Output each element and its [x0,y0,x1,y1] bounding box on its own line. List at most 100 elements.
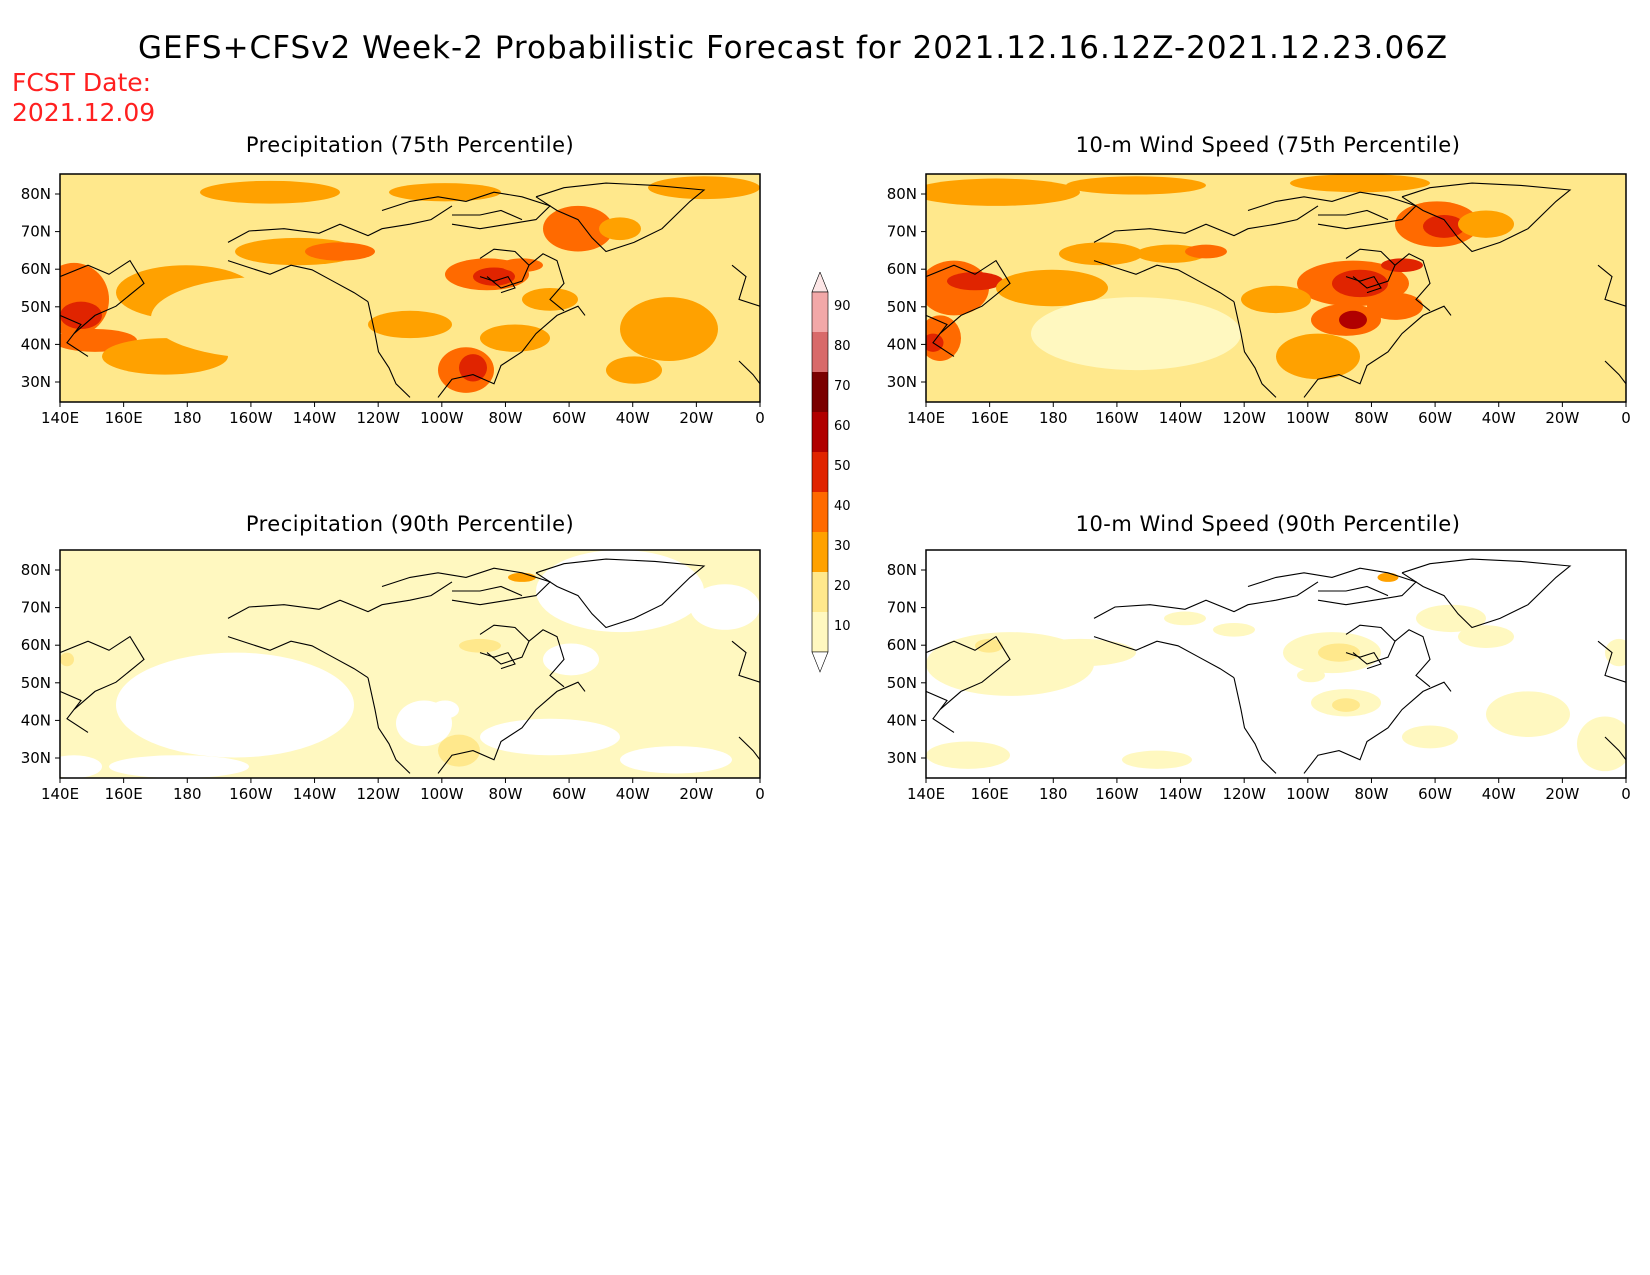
panel-title-precip-75: Precipitation (75th Percentile) [245,133,575,157]
coastline [1394,629,1431,688]
field-contour [389,183,501,202]
lat-label: 70N [887,599,917,617]
page-title: GEFS+CFSv2 Week-2 Probabilistic Forecast… [138,30,1449,66]
lon-label: 40W [616,785,650,803]
lon-label: 60W [1418,785,1452,803]
field-contour [459,354,487,382]
field-contour [996,269,1108,307]
lon-label: 140W [293,785,337,803]
lat-label: 30N [887,749,917,767]
coastline [535,182,706,253]
lon-label: 0 [755,785,765,803]
colorbar-swatch [812,572,828,612]
coastline [1345,275,1382,294]
colorbar: 10 20 30 40 50 60 70 80 90 [811,272,851,673]
coastline [1093,260,1235,303]
lon-label: 20W [679,409,713,427]
coastline [926,690,955,733]
field-contour [606,356,662,384]
field-contour [109,755,249,778]
field-contour [975,638,1003,653]
lon-label: 40W [616,409,650,427]
field-contour [926,178,1080,206]
colorbar-swatch [812,492,828,532]
lon-label: 160W [1095,785,1139,803]
coastline [60,635,145,711]
colorbar-label: 20 [834,579,851,594]
colorbar-swatch [812,452,828,492]
lat-label: 60N [887,260,917,278]
panel-title-wind-90: 10-m Wind Speed (90th Percentile) [1075,512,1461,536]
colorbar-top-arrow [811,272,829,293]
field-contour [151,276,389,359]
colorbar-label: 90 [834,299,851,314]
lon-label: 140E [41,785,79,803]
coastline [1394,253,1431,312]
lat-label: 60N [21,260,51,278]
lat-label: 50N [21,674,51,692]
forecast-date-label: FCST Date: [12,68,152,97]
field-contour [1031,297,1241,371]
lat-label: 60N [21,636,51,654]
coastline [1233,677,1277,774]
coastline [1093,205,1319,243]
field-contour [480,324,550,352]
coastline [479,651,516,670]
lon-label: 160E [105,785,143,803]
coastline [1597,640,1626,683]
lat-label: 30N [887,373,917,391]
lon-label: 100W [420,785,464,803]
coastline [1597,264,1626,307]
field-contour [431,700,459,719]
colorbar-label: 10 [834,619,851,634]
lon-label: 180 [1039,785,1068,803]
lon-label: 20W [1545,785,1579,803]
field-contour [1577,716,1626,772]
lon-label: 160E [105,409,143,427]
coastline [535,558,706,629]
coastline [437,305,586,398]
field-contour [1339,310,1367,330]
colorbar-label: 50 [834,459,851,474]
field-contour [1024,638,1136,667]
colorbar-swatch [812,292,828,332]
lat-label: 40N [887,335,917,353]
field-contour [235,563,347,592]
field-contour [1486,691,1570,737]
lon-label: 140W [293,409,337,427]
field-contour [1213,622,1255,637]
coastline [738,736,760,761]
coastline [60,690,89,733]
coastline [1093,581,1319,619]
field-contour [1297,668,1325,683]
lat-label: 50N [887,298,917,316]
lon-label: 100W [420,409,464,427]
coastline [227,205,453,243]
field-contour [508,572,536,582]
coastline [1093,636,1235,679]
field-contour [200,180,340,204]
colorbar-label: 80 [834,339,851,354]
lon-label: 0 [755,409,765,427]
forecast-date-block: FCST Date: 2021.12.09 [12,68,155,128]
colorbar-label: 70 [834,379,851,394]
lon-label: 140W [1159,409,1203,427]
field-contour [543,643,599,676]
coastline [60,314,89,357]
field-contour [1059,242,1143,266]
lon-label: 0 [1621,409,1631,427]
lon-label: 140E [907,785,945,803]
colorbar-swatch [812,532,828,572]
lon-label: 180 [173,785,202,803]
field-contour [1185,244,1227,259]
field-contour [648,176,760,200]
coastline [926,314,955,357]
lat-label: 40N [21,711,51,729]
field-contour [1458,210,1514,238]
field-contour [543,205,613,252]
field-contour [1122,750,1192,769]
lon-label: 60W [1418,409,1452,427]
lon-label: 140E [41,409,79,427]
field-layer [60,174,760,402]
field-contour [1423,215,1465,238]
